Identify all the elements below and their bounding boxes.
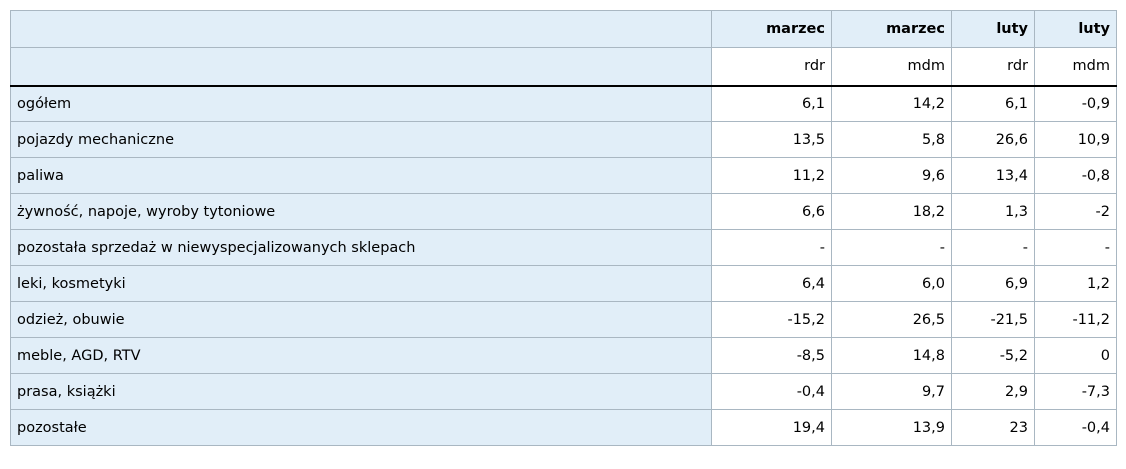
value-cell: 6,1 [951,85,1035,122]
value-cell: 10,9 [1034,121,1117,158]
table-row: ogółem 6,1 14,2 6,1 -0,9 [10,85,1117,122]
table-row: leki, kosmetyki 6,4 6,0 6,9 1,2 [10,265,1117,302]
value-cell: -5,2 [951,337,1035,374]
value-cell: -0,4 [1034,409,1117,446]
value-cell: 1,3 [951,193,1035,230]
table-row: paliwa 11,2 9,6 13,4 -0,8 [10,157,1117,194]
value-cell: 5,8 [831,121,952,158]
value-cell: -15,2 [711,301,832,338]
value-cell: 23 [951,409,1035,446]
value-cell: - [1034,229,1117,266]
value-cell: 1,2 [1034,265,1117,302]
value-cell: 19,4 [711,409,832,446]
row-label: leki, kosmetyki [10,265,712,302]
value-cell: -11,2 [1034,301,1117,338]
header-cell: marzec [831,10,952,48]
header-cell: luty [1034,10,1117,48]
value-cell: -0,8 [1034,157,1117,194]
value-cell: 26,5 [831,301,952,338]
value-cell: - [831,229,952,266]
value-cell: 18,2 [831,193,952,230]
value-cell: 9,7 [831,373,952,410]
value-cell: -7,3 [1034,373,1117,410]
header-cell: marzec [711,10,832,48]
value-cell: 6,4 [711,265,832,302]
value-cell: -0,9 [1034,85,1117,122]
value-cell: 11,2 [711,157,832,194]
value-cell: -0,4 [711,373,832,410]
header-cell: mdm [831,47,952,87]
row-label: paliwa [10,157,712,194]
value-cell: 6,1 [711,85,832,122]
header-cell: rdr [951,47,1035,87]
header-cell: rdr [711,47,832,87]
value-cell: 13,4 [951,157,1035,194]
table-row: żywność, napoje, wyroby tytoniowe 6,6 18,2… [10,193,1117,230]
value-cell: 2,9 [951,373,1035,410]
row-label: pozostała sprzedaż w niewyspecjalizowany… [10,229,712,266]
header-row: rdr mdm rdr mdm [10,47,1117,87]
value-cell: -8,5 [711,337,832,374]
value-cell: -21,5 [951,301,1035,338]
row-label: ogółem [10,85,712,122]
table-row: meble, AGD, RTV -8,5 14,8 -5,2 0 [10,337,1117,374]
row-label: meble, AGD, RTV [10,337,712,374]
value-cell: 0 [1034,337,1117,374]
value-cell: -2 [1034,193,1117,230]
header-row: marzec marzec luty luty [10,10,1117,48]
header-cell: luty [951,10,1035,48]
value-cell: 13,9 [831,409,952,446]
value-cell: - [711,229,832,266]
table-row: pozostałe 19,4 13,9 23 -0,4 [10,409,1117,446]
table-row: pojazdy mechaniczne 13,5 5,8 26,6 10,9 [10,121,1117,158]
value-cell: 6,0 [831,265,952,302]
header-cell: mdm [1034,47,1117,87]
data-table: marzec marzec luty luty rdr mdm rdr mdm ogółem 6,… [10,10,1117,446]
row-label: pozostałe [10,409,712,446]
row-label: prasa, książki [10,373,712,410]
value-cell: 9,6 [831,157,952,194]
value-cell: 6,6 [711,193,832,230]
value-cell: 26,6 [951,121,1035,158]
row-label: pojazdy mechaniczne [10,121,712,158]
value-cell: 14,8 [831,337,952,374]
row-label: żywność, napoje, wyroby tytoniowe [10,193,712,230]
header-corner [10,47,712,87]
table-row: pozostała sprzedaż w niewyspecjalizowany… [10,229,1117,266]
value-cell: 6,9 [951,265,1035,302]
value-cell: - [951,229,1035,266]
table-row: prasa, książki -0,4 9,7 2,9 -7,3 [10,373,1117,410]
row-label: odzież, obuwie [10,301,712,338]
table-body: marzec marzec luty luty rdr mdm rdr mdm ogółem 6,… [10,10,1117,446]
value-cell: 13,5 [711,121,832,158]
header-corner [10,10,712,48]
table-row: odzież, obuwie -15,2 26,5 -21,5 -11,2 [10,301,1117,338]
value-cell: 14,2 [831,85,952,122]
